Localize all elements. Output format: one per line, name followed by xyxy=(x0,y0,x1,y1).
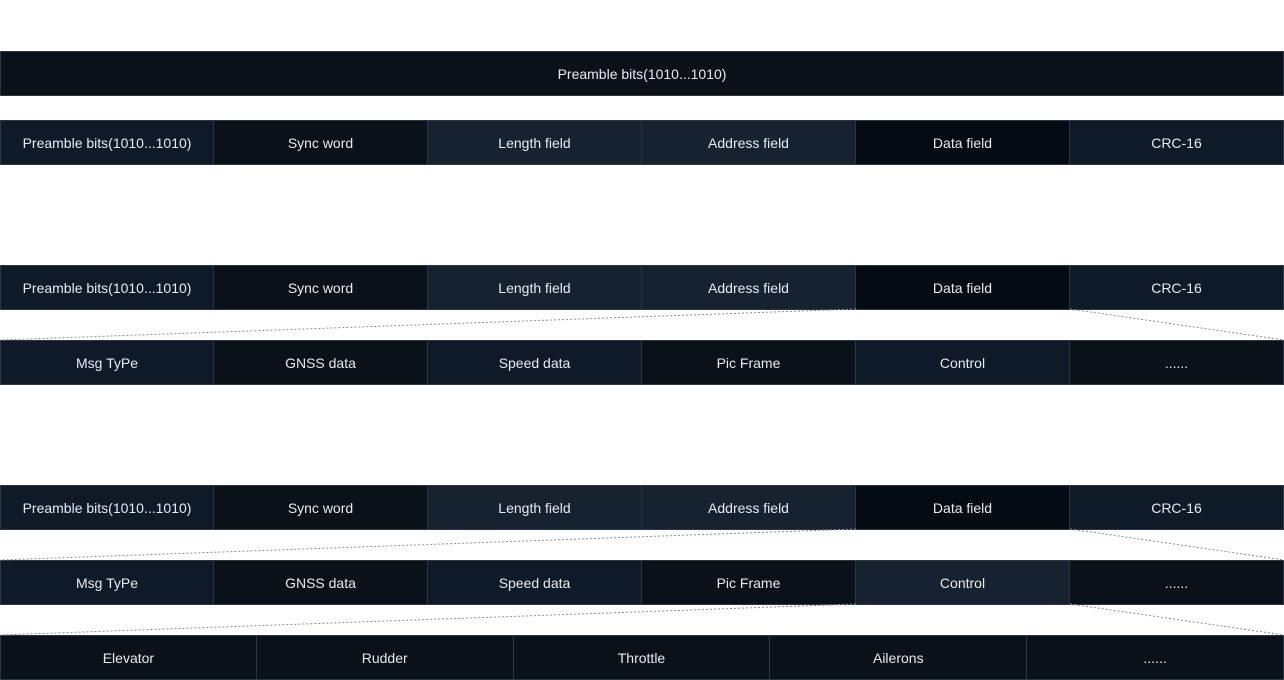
data-control-field: Control xyxy=(856,340,1070,385)
data-more-field: ...... xyxy=(1070,340,1284,385)
frame-crc-field: CRC-16 xyxy=(1070,265,1284,310)
frame-row-3: Preamble bits(1010...1010) Sync word Len… xyxy=(0,485,1284,530)
frame-data-field: Data field xyxy=(856,120,1070,165)
connector-control-right xyxy=(1069,603,1284,636)
data-control-field: Control xyxy=(856,560,1070,605)
data-msg-type-field: Msg TyPe xyxy=(0,560,214,605)
frame-address-field: Address field xyxy=(642,265,856,310)
control-more-field: ...... xyxy=(1027,635,1284,680)
frame-address-field: Address field xyxy=(642,485,856,530)
frame-row-1: Preamble bits(1010...1010) Sync word Len… xyxy=(0,120,1284,165)
control-ailerons-field: Ailerons xyxy=(770,635,1028,680)
frame-data-field: Data field xyxy=(856,265,1070,310)
control-elevator-field: Elevator xyxy=(0,635,257,680)
preamble-bar: Preamble bits(1010...1010) xyxy=(0,51,1284,96)
data-speed-field: Speed data xyxy=(428,340,642,385)
connector-data-left-1 xyxy=(0,308,857,341)
frame-length-field: Length field xyxy=(428,485,642,530)
data-pic-frame-field: Pic Frame xyxy=(642,340,856,385)
control-rudder-field: Rudder xyxy=(256,635,514,680)
frame-preamble-field: Preamble bits(1010...1010) xyxy=(0,265,214,310)
connector-control-left xyxy=(0,603,857,636)
frame-preamble-field: Preamble bits(1010...1010) xyxy=(0,120,214,165)
frame-sync-word-field: Sync word xyxy=(214,120,428,165)
connector-data-right-1 xyxy=(1069,308,1284,341)
frame-length-field: Length field xyxy=(428,265,642,310)
frame-sync-word-field: Sync word xyxy=(214,485,428,530)
data-field-row-2: Msg TyPe GNSS data Speed data Pic Frame … xyxy=(0,560,1284,605)
data-field-row-1: Msg TyPe GNSS data Speed data Pic Frame … xyxy=(0,340,1284,385)
data-msg-type-field: Msg TyPe xyxy=(0,340,214,385)
frame-crc-field: CRC-16 xyxy=(1070,120,1284,165)
control-throttle-field: Throttle xyxy=(513,635,771,680)
frame-address-field: Address field xyxy=(642,120,856,165)
data-more-field: ...... xyxy=(1070,560,1284,605)
connector-data-right-2 xyxy=(1069,528,1284,561)
data-pic-frame-field: Pic Frame xyxy=(642,560,856,605)
frame-data-field: Data field xyxy=(856,485,1070,530)
frame-length-field: Length field xyxy=(428,120,642,165)
data-gnss-field: GNSS data xyxy=(214,560,428,605)
data-gnss-field: GNSS data xyxy=(214,340,428,385)
frame-crc-field: CRC-16 xyxy=(1070,485,1284,530)
data-speed-field: Speed data xyxy=(428,560,642,605)
frame-sync-word-field: Sync word xyxy=(214,265,428,310)
control-field-row: Elevator Rudder Throttle Ailerons ...... xyxy=(0,635,1284,680)
frame-preamble-field: Preamble bits(1010...1010) xyxy=(0,485,214,530)
frame-row-2: Preamble bits(1010...1010) Sync word Len… xyxy=(0,265,1284,310)
connector-data-left-2 xyxy=(0,528,857,561)
preamble-cell: Preamble bits(1010...1010) xyxy=(0,51,1284,96)
